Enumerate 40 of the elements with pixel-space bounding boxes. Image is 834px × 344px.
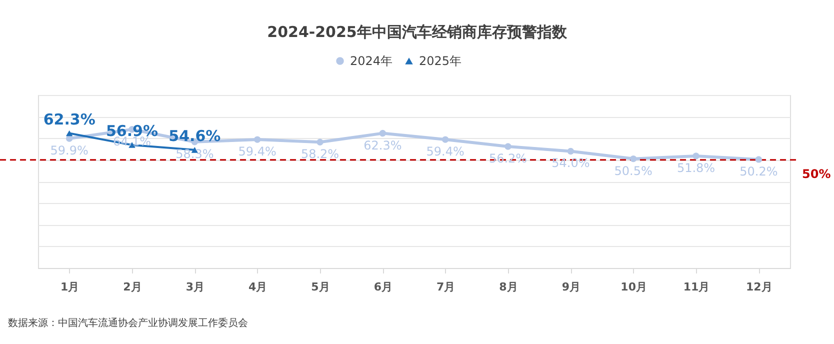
point — [567, 148, 574, 155]
x-tick-label: 9月 — [562, 280, 580, 294]
data-label: 58.2% — [300, 147, 340, 162]
chart-title: 2024-2025年中国汽车经销商库存预警指数 — [267, 23, 568, 41]
data-label: 59.4% — [426, 144, 464, 159]
x-tick-label: 12月 — [746, 280, 772, 294]
point — [316, 138, 324, 146]
point — [755, 156, 762, 163]
ref-line-label: 50% — [802, 166, 831, 181]
data-label: 54.6% — [168, 126, 221, 145]
data-label: 62.3% — [43, 110, 96, 128]
x-tick-label: 4月 — [248, 280, 268, 294]
point — [692, 152, 700, 160]
data-label: 59.9% — [50, 143, 88, 158]
data-label: 59.4% — [238, 144, 276, 159]
data-label: 58.3% — [176, 146, 214, 161]
point — [66, 135, 73, 142]
x-tick-label: 2月 — [123, 280, 142, 294]
x-tick-label: 11月 — [683, 280, 710, 294]
x-tick-label: 5月 — [311, 280, 330, 294]
point — [504, 143, 512, 150]
point — [254, 136, 261, 143]
legend-label: 2024年 — [350, 54, 393, 68]
data-label: 50.2% — [740, 164, 778, 178]
point — [66, 130, 73, 136]
x-tick-label: 3月 — [186, 280, 204, 294]
legend-label: 2025年 — [419, 54, 462, 68]
point — [379, 130, 386, 137]
source-note: 数据来源：中国汽车流通协会产业协调发展工作委员会 — [8, 317, 248, 329]
point — [630, 155, 637, 162]
x-tick-label: 1月 — [60, 280, 80, 294]
x-tick-label: 7月 — [436, 280, 456, 294]
x-tick-label: 10月 — [620, 280, 647, 294]
point — [442, 136, 449, 143]
x-tick-label: 8月 — [499, 280, 518, 294]
data-label: 50.5% — [614, 164, 652, 178]
data-label: 51.8% — [676, 160, 716, 175]
data-label: 54.0% — [552, 156, 590, 170]
data-label: 62.3% — [364, 138, 402, 152]
x-tick-label: 6月 — [374, 280, 392, 294]
